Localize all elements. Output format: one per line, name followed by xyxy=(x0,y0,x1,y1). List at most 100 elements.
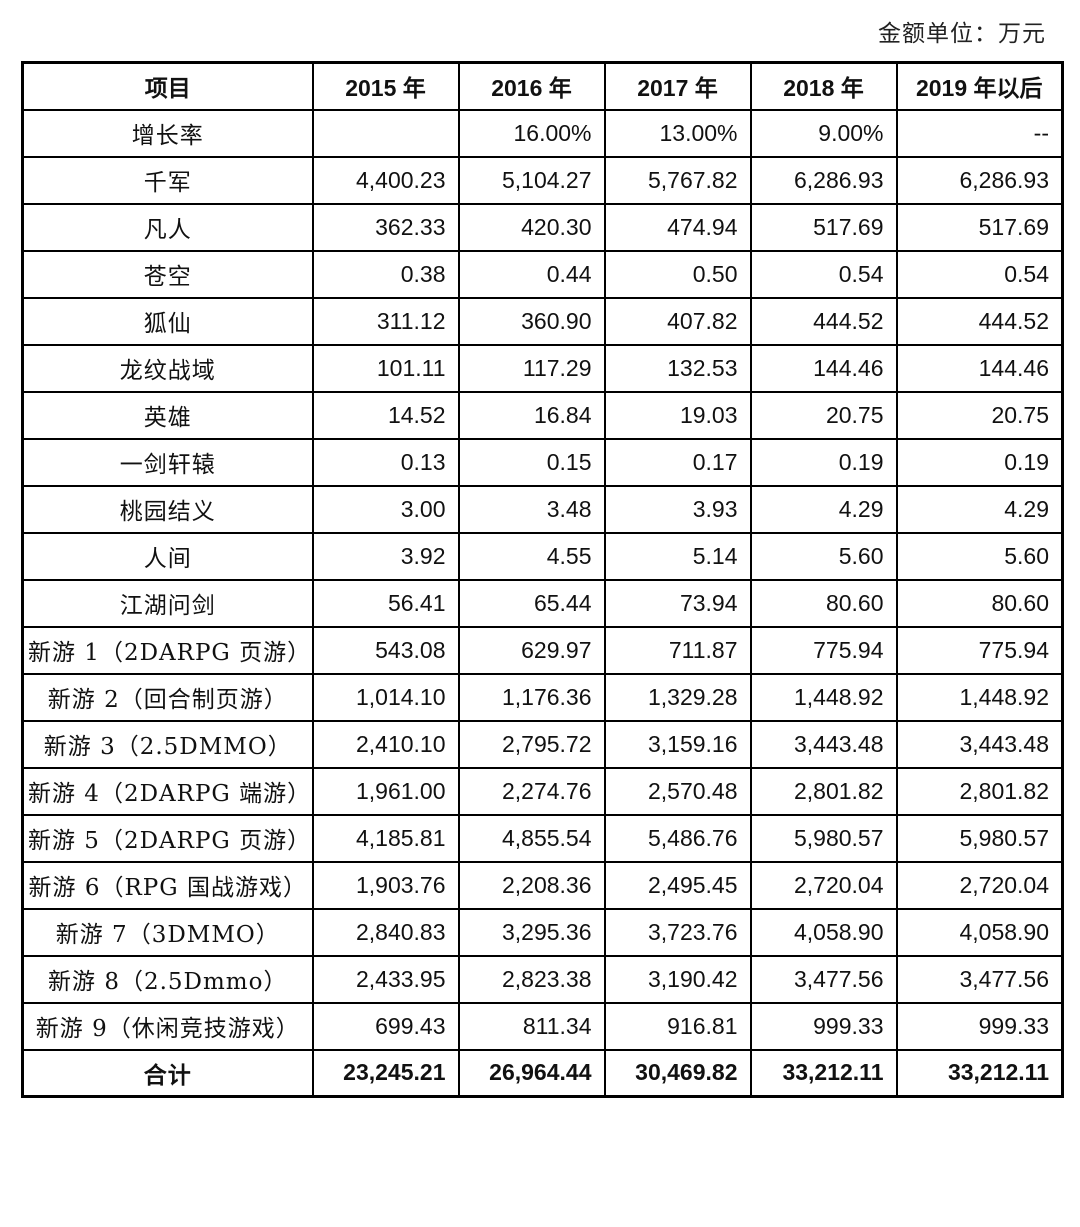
header-2019-onward: 2019 年以后 xyxy=(895,61,1064,111)
value-cell: 20.75 xyxy=(749,390,898,440)
table-row: 桃园结义 3.00 3.48 3.93 4.29 4.29 xyxy=(21,484,1064,534)
value-cell: 5.60 xyxy=(895,531,1064,581)
value-cell: 3,477.56 xyxy=(749,954,898,1004)
total-value-cell: 33,212.11 xyxy=(749,1048,898,1098)
table-row: 新游 4（2DARPG 端游） 1,961.00 2,274.76 2,570.48 2… xyxy=(21,766,1064,816)
value-cell: 999.33 xyxy=(749,1001,898,1051)
value-cell: 3.00 xyxy=(311,484,460,534)
value-cell: 2,433.95 xyxy=(311,954,460,1004)
value-cell: 3,295.36 xyxy=(457,907,606,957)
value-cell: 1,329.28 xyxy=(603,672,752,722)
value-cell: 5,104.27 xyxy=(457,155,606,205)
value-cell: 0.38 xyxy=(311,249,460,299)
total-value-cell: 30,469.82 xyxy=(603,1048,752,1098)
value-cell: 2,570.48 xyxy=(603,766,752,816)
value-cell: 144.46 xyxy=(895,343,1064,393)
value-cell: 4,058.90 xyxy=(749,907,898,957)
total-value-cell: 23,245.21 xyxy=(311,1048,460,1098)
value-cell: 543.08 xyxy=(311,625,460,675)
value-cell: 2,495.45 xyxy=(603,860,752,910)
value-cell: 517.69 xyxy=(749,202,898,252)
row-name-cell: 新游 4（2DARPG 端游） xyxy=(21,766,314,816)
value-cell: 4.55 xyxy=(457,531,606,581)
row-name-cell: 新游 3（2.5DMMO） xyxy=(21,719,314,769)
value-cell: 5,767.82 xyxy=(603,155,752,205)
table-row: 凡人 362.33 420.30 474.94 517.69 517.69 xyxy=(21,202,1064,252)
row-name-cell: 新游 5（2DARPG 页游） xyxy=(21,813,314,863)
table-row: 增长率 16.00% 13.00% 9.00% -- xyxy=(21,108,1064,158)
value-cell: 0.13 xyxy=(311,437,460,487)
total-value-cell: 33,212.11 xyxy=(895,1048,1064,1098)
table-row: 英雄 14.52 16.84 19.03 20.75 20.75 xyxy=(21,390,1064,440)
value-cell: 19.03 xyxy=(603,390,752,440)
value-cell: 5,980.57 xyxy=(895,813,1064,863)
table-row: 新游 8（2.5Dmmo） 2,433.95 2,823.38 3,190.42 3,4… xyxy=(21,954,1064,1004)
value-cell: 9.00% xyxy=(749,108,898,158)
value-cell: 916.81 xyxy=(603,1001,752,1051)
value-cell: 6,286.93 xyxy=(895,155,1064,205)
row-name-cell: 龙纹战域 xyxy=(21,343,314,393)
value-cell: 2,274.76 xyxy=(457,766,606,816)
value-cell: 0.44 xyxy=(457,249,606,299)
value-cell: 4,855.54 xyxy=(457,813,606,863)
value-cell: 999.33 xyxy=(895,1001,1064,1051)
header-2018: 2018 年 xyxy=(749,61,898,111)
value-cell: -- xyxy=(895,108,1064,158)
value-cell: 0.54 xyxy=(895,249,1064,299)
table-row: 人间 3.92 4.55 5.14 5.60 5.60 xyxy=(21,531,1064,581)
value-cell: 1,176.36 xyxy=(457,672,606,722)
value-cell: 811.34 xyxy=(457,1001,606,1051)
row-name-cell: 新游 7（3DMMO） xyxy=(21,907,314,957)
value-cell: 2,823.38 xyxy=(457,954,606,1004)
table-row: 新游 3（2.5DMMO） 2,410.10 2,795.72 3,159.16 3,4… xyxy=(21,719,1064,769)
value-cell: 420.30 xyxy=(457,202,606,252)
table-row: 江湖问剑 56.41 65.44 73.94 80.60 80.60 xyxy=(21,578,1064,628)
value-cell: 4.29 xyxy=(749,484,898,534)
value-cell: 2,840.83 xyxy=(311,907,460,957)
value-cell: 5,980.57 xyxy=(749,813,898,863)
row-name-cell: 桃园结义 xyxy=(21,484,314,534)
value-cell: 2,720.04 xyxy=(895,860,1064,910)
value-cell: 362.33 xyxy=(311,202,460,252)
value-cell: 0.19 xyxy=(895,437,1064,487)
table-row: 新游 9（休闲竞技游戏） 699.43 811.34 916.81 999.33 999.… xyxy=(21,1001,1064,1051)
table-body: 增长率 16.00% 13.00% 9.00% -- 千军 4,400.23 5,104.27… xyxy=(21,108,1064,1098)
value-cell xyxy=(311,108,460,158)
value-cell: 2,801.82 xyxy=(895,766,1064,816)
row-name-cell: 苍空 xyxy=(21,249,314,299)
value-cell: 3,723.76 xyxy=(603,907,752,957)
value-cell: 1,961.00 xyxy=(311,766,460,816)
header-2015: 2015 年 xyxy=(311,61,460,111)
value-cell: 474.94 xyxy=(603,202,752,252)
table-row: 龙纹战域 101.11 117.29 132.53 144.46 144.46 xyxy=(21,343,1064,393)
row-name-cell: 千军 xyxy=(21,155,314,205)
value-cell: 2,795.72 xyxy=(457,719,606,769)
row-name-cell: 一剑轩辕 xyxy=(21,437,314,487)
row-name-cell: 凡人 xyxy=(21,202,314,252)
value-cell: 407.82 xyxy=(603,296,752,346)
table-row: 新游 2（回合制页游） 1,014.10 1,176.36 1,329.28 1,448… xyxy=(21,672,1064,722)
value-cell: 517.69 xyxy=(895,202,1064,252)
value-cell: 4,400.23 xyxy=(311,155,460,205)
row-name-cell: 增长率 xyxy=(21,108,314,158)
value-cell: 1,448.92 xyxy=(895,672,1064,722)
value-cell: 13.00% xyxy=(603,108,752,158)
value-cell: 3,159.16 xyxy=(603,719,752,769)
value-cell: 4.29 xyxy=(895,484,1064,534)
value-cell: 5.14 xyxy=(603,531,752,581)
value-cell: 444.52 xyxy=(749,296,898,346)
value-cell: 80.60 xyxy=(749,578,898,628)
value-cell: 2,720.04 xyxy=(749,860,898,910)
header-2016: 2016 年 xyxy=(457,61,606,111)
value-cell: 56.41 xyxy=(311,578,460,628)
total-value-cell: 26,964.44 xyxy=(457,1048,606,1098)
value-cell: 80.60 xyxy=(895,578,1064,628)
row-name-cell: 新游 6（RPG 国战游戏） xyxy=(21,860,314,910)
table-row: 新游 6（RPG 国战游戏） 1,903.76 2,208.36 2,495.45 2,… xyxy=(21,860,1064,910)
value-cell: 3.92 xyxy=(311,531,460,581)
row-name-cell: 新游 8（2.5Dmmo） xyxy=(21,954,314,1004)
value-cell: 1,014.10 xyxy=(311,672,460,722)
row-name-cell: 人间 xyxy=(21,531,314,581)
value-cell: 711.87 xyxy=(603,625,752,675)
row-name-cell: 江湖问剑 xyxy=(21,578,314,628)
